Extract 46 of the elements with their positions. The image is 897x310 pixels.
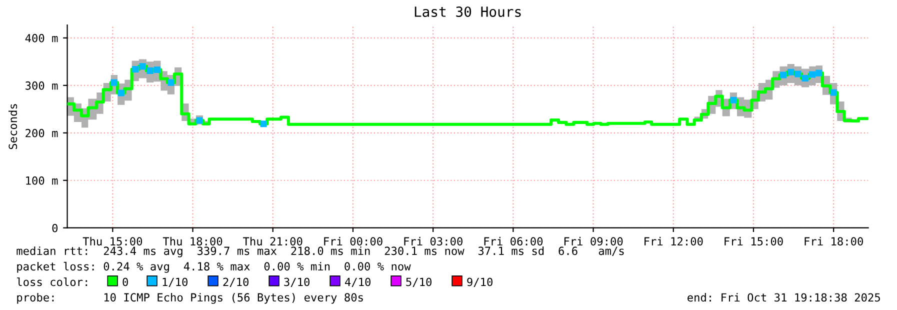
point bbox=[730, 96, 737, 104]
point bbox=[196, 117, 203, 124]
legend-label: 0 bbox=[122, 278, 128, 286]
point bbox=[808, 71, 816, 78]
point bbox=[788, 68, 794, 76]
x-tick-label: Thu 15:00 bbox=[82, 236, 142, 246]
x-tick-label: Fri 00:00 bbox=[324, 236, 382, 246]
y-tick-label: 300 m bbox=[26, 81, 58, 90]
point bbox=[146, 67, 154, 74]
point bbox=[110, 79, 118, 86]
legend-label: 5/10 bbox=[406, 278, 432, 288]
legend-label: 1/10 bbox=[162, 278, 188, 288]
text: packet loss: 0.24 % avg 4.18 % max 0.00 % min 0.00 % now bbox=[17, 262, 411, 273]
point bbox=[816, 70, 822, 76]
x-tick-label: Fri 03:00 bbox=[404, 236, 462, 246]
x-tick-label: Fri 12:00 bbox=[644, 236, 703, 246]
point bbox=[168, 79, 174, 86]
point bbox=[118, 90, 124, 96]
legend-label: 9/10 bbox=[467, 278, 492, 288]
point bbox=[132, 66, 139, 73]
y-tick-label: 200 m bbox=[26, 128, 58, 138]
point bbox=[154, 66, 160, 73]
x-tick-label: Thu 18:00 bbox=[162, 236, 222, 246]
point bbox=[794, 70, 802, 78]
point bbox=[802, 75, 808, 82]
text: median rtt: 243.4 ms avg 339.7 ms max 218.0 ms min 230.1 ms now 37.1 ms sd 6.6 am/s bbox=[16, 246, 624, 258]
text: probe: 10 ICMP Echo Pings (56 Bytes) every 80s bbox=[17, 292, 363, 304]
y-axis-title: Seconds bbox=[8, 104, 18, 150]
legend-title: loss color: bbox=[17, 277, 88, 286]
point bbox=[830, 89, 837, 96]
y-tick-label: 100 m bbox=[26, 176, 58, 185]
point bbox=[139, 63, 146, 70]
legend-label: 2/10 bbox=[223, 278, 248, 288]
x-tick-label: Fri 06:00 bbox=[484, 236, 543, 246]
legend-label: 4/10 bbox=[345, 278, 370, 288]
x-tick-label: Fri 15:00 bbox=[724, 236, 783, 246]
x-tick-label: Thu 21:00 bbox=[243, 236, 302, 246]
y-tick-label: 0 bbox=[52, 224, 58, 232]
x-tick-label: Fri 18:00 bbox=[804, 236, 863, 246]
chart-title: Last 30 Hours bbox=[414, 6, 521, 17]
legend-label: 3/10 bbox=[284, 278, 310, 288]
x-tick-label: Fri 09:00 bbox=[564, 236, 623, 246]
y-tick-label: 400 m bbox=[25, 34, 58, 42]
point bbox=[260, 120, 267, 128]
text: end: Fri Oct 31 19:18:38 2025 bbox=[688, 293, 880, 302]
point bbox=[780, 72, 787, 78]
